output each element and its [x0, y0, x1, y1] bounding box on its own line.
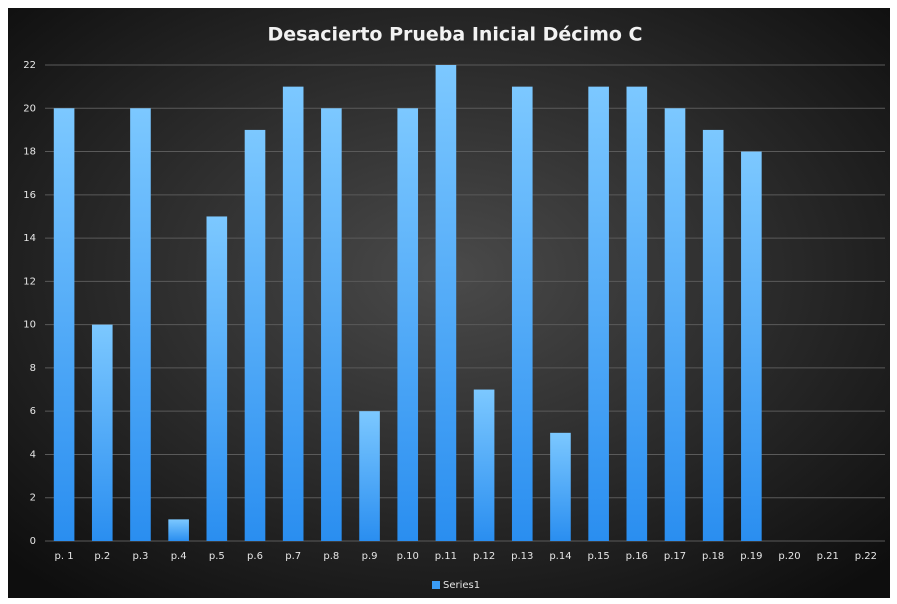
bar — [702, 129, 724, 541]
x-tick-label: p.9 — [362, 551, 378, 562]
x-tick-label: p.16 — [626, 551, 648, 562]
x-tick-label: p.20 — [778, 551, 800, 562]
bar — [588, 86, 609, 542]
y-tick-label: 6 — [30, 406, 36, 417]
x-tick-label: p.11 — [435, 551, 457, 562]
y-tick-label: 10 — [23, 320, 36, 331]
x-tick-label: p. 1 — [55, 551, 74, 562]
x-tick-label: p.17 — [664, 551, 686, 562]
bar — [550, 432, 571, 541]
bar — [473, 389, 495, 541]
y-tick-label: 12 — [23, 276, 36, 287]
x-tick-label: p.14 — [549, 551, 571, 562]
bar — [359, 411, 380, 541]
bar — [626, 86, 648, 542]
x-tick-label: p.22 — [855, 551, 877, 562]
bar — [53, 108, 75, 541]
legend-swatch — [432, 581, 440, 589]
bar — [244, 129, 266, 541]
y-tick-label: 4 — [30, 449, 36, 460]
x-tick-label: p.10 — [397, 551, 419, 562]
y-tick-label: 14 — [23, 233, 36, 244]
bar — [168, 519, 189, 541]
y-tick-label: 18 — [23, 147, 36, 158]
y-tick-label: 16 — [23, 190, 36, 201]
bar — [206, 216, 228, 542]
x-tick-label: p.15 — [588, 551, 610, 562]
y-tick-label: 20 — [23, 103, 36, 114]
y-tick-label: 2 — [30, 493, 36, 504]
bar — [91, 324, 113, 541]
x-tick-label: p.12 — [473, 551, 495, 562]
x-tick-label: p.19 — [740, 551, 762, 562]
bar — [130, 108, 151, 541]
x-tick-label: p.8 — [323, 551, 339, 562]
chart-title: Desacierto Prueba Inicial Décimo C — [268, 24, 643, 46]
x-tick-label: p.21 — [817, 551, 839, 562]
x-tick-label: p.13 — [511, 551, 533, 562]
bar — [664, 108, 686, 541]
bar — [321, 108, 342, 541]
x-tick-label: p.4 — [171, 551, 187, 562]
y-tick-label: 22 — [23, 60, 36, 71]
bar — [741, 151, 762, 541]
x-tick-label: p.2 — [94, 551, 110, 562]
y-tick-label: 0 — [30, 536, 36, 547]
x-tick-label: p.3 — [133, 551, 149, 562]
bar — [397, 108, 419, 541]
x-tick-label: p.7 — [285, 551, 301, 562]
x-tick-label: p.18 — [702, 551, 724, 562]
x-tick-label: p.6 — [247, 551, 263, 562]
legend-label: Series1 — [443, 580, 480, 591]
y-tick-label: 8 — [30, 363, 36, 374]
bar — [282, 86, 304, 542]
bar — [435, 65, 457, 541]
bar — [511, 86, 533, 542]
x-tick-label: p.5 — [209, 551, 225, 562]
